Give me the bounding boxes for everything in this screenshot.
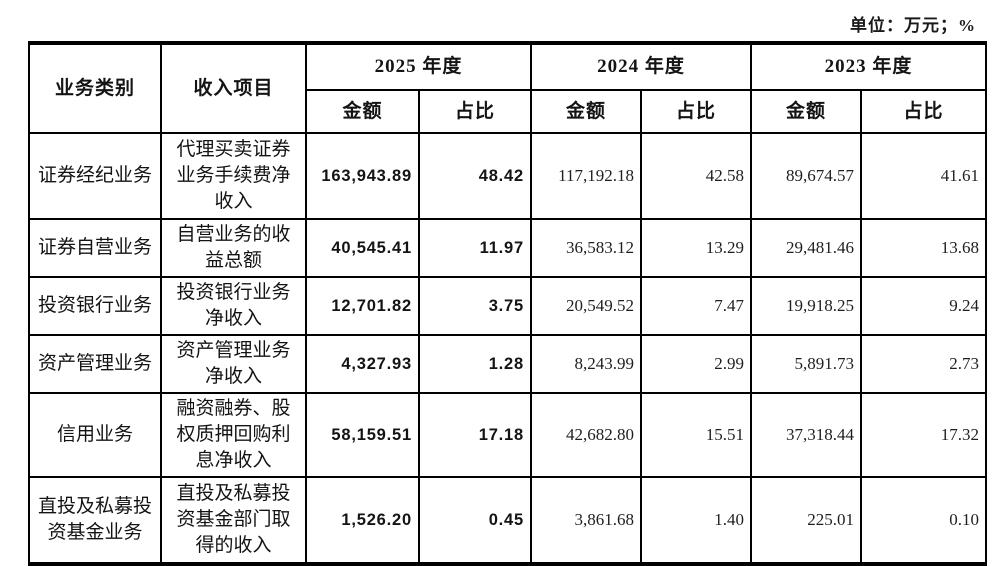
cell-2023-ratio: 13.68 [860, 218, 988, 278]
cell-2024-ratio: 7.47 [640, 276, 753, 336]
cell-2023-amount: 29,481.46 [750, 218, 863, 278]
table-row-proprietary: 证券自营业务 自营业务的收益总额 40,545.41 11.97 36,583.… [28, 218, 988, 278]
table-row-asset-management: 资产管理业务 资产管理业务净收入 4,327.93 1.28 8,243.99 … [28, 334, 988, 394]
cell-2023-amount: 19,918.25 [750, 276, 863, 336]
header-2025-amount: 金额 [305, 89, 420, 134]
cell-2025-amount: 1,526.20 [305, 476, 420, 565]
cell-business: 证券经纪业务 [28, 132, 162, 220]
cell-2025-amount: 4,327.93 [305, 334, 420, 394]
cell-income-item: 代理买卖证券业务手续费净收入 [160, 132, 307, 220]
cell-2024-ratio: 15.51 [640, 392, 753, 478]
cell-2024-ratio: 13.29 [640, 218, 753, 278]
cell-2025-ratio: 17.18 [417, 392, 533, 478]
cell-2024-ratio: 1.40 [640, 476, 753, 565]
cell-2023-ratio: 9.24 [860, 276, 988, 336]
unit-note: 单位：万元；% [850, 16, 976, 35]
cell-business: 证券自营业务 [28, 218, 162, 278]
cell-business: 投资银行业务 [28, 276, 162, 336]
cell-2025-ratio: 1.28 [417, 334, 533, 394]
cell-income-item: 自营业务的收益总额 [160, 218, 307, 278]
cell-income-item: 资产管理业务净收入 [160, 334, 307, 394]
cell-2023-ratio: 2.73 [860, 334, 988, 394]
cell-income-item: 投资银行业务净收入 [160, 276, 307, 336]
header-row-measures: 金额 占比 金额 占比 金额 占比 [29, 89, 988, 134]
cell-2023-ratio: 41.61 [860, 132, 988, 220]
cell-2025-amount: 40,545.41 [305, 218, 420, 278]
cell-2024-amount: 3,861.68 [530, 476, 643, 565]
header-year-2024: 2024 年度 [530, 42, 753, 91]
cell-2024-amount: 8,243.99 [530, 334, 643, 394]
header-2024-amount: 金额 [530, 89, 643, 134]
table-row-brokerage: 证券经纪业务 代理买卖证券业务手续费净收入 163,943.89 48.42 1… [28, 132, 988, 220]
cell-2024-amount: 42,682.80 [530, 392, 643, 478]
header-business-type: 业务类别 [28, 42, 162, 134]
cell-2025-amount: 58,159.51 [305, 392, 420, 478]
header-year-2025: 2025 年度 [304, 42, 533, 91]
cell-2025-ratio: 11.97 [417, 218, 533, 278]
cell-2023-amount: 225.01 [750, 476, 863, 565]
table-row-private-equity-funds: 直投及私募投资基金业务 直投及私募投资基金部门取得的收入 1,526.20 0.… [28, 476, 988, 565]
header-income-item: 收入项目 [160, 42, 307, 134]
header-year-2023: 2023 年度 [750, 42, 988, 91]
cell-2024-ratio: 2.99 [640, 334, 753, 394]
cell-business: 直投及私募投资基金业务 [28, 476, 162, 565]
cell-2023-amount: 89,674.57 [750, 132, 863, 220]
header-2023-amount: 金额 [750, 89, 863, 134]
cell-income-item: 直投及私募投资基金部门取得的收入 [160, 476, 307, 565]
cell-2025-amount: 12,701.82 [305, 276, 420, 336]
cell-2025-ratio: 3.75 [417, 276, 533, 336]
cell-2024-amount: 20,549.52 [530, 276, 643, 336]
cell-2025-amount: 163,943.89 [305, 132, 420, 220]
header-row-years: 业务类别 收入项目 2025 年度 2024 年度 2023 年度 [28, 42, 988, 134]
table-row-investment-banking: 投资银行业务 投资银行业务净收入 12,701.82 3.75 20,549.5… [28, 276, 988, 336]
table-row-credit: 信用业务 融资融券、股权质押回购利息净收入 58,159.51 17.18 42… [28, 392, 988, 478]
header-2025-ratio: 占比 [417, 89, 533, 134]
cell-2023-ratio: 0.10 [860, 476, 988, 565]
cell-business: 资产管理业务 [28, 334, 162, 394]
header-2023-ratio: 占比 [860, 89, 988, 134]
cell-2023-amount: 5,891.73 [750, 334, 863, 394]
cell-2024-amount: 36,583.12 [530, 218, 643, 278]
cell-2023-amount: 37,318.44 [750, 392, 863, 478]
cell-business: 信用业务 [28, 392, 162, 478]
cell-2025-ratio: 0.45 [417, 476, 533, 565]
cell-2024-amount: 117,192.18 [530, 132, 643, 220]
cell-2023-ratio: 17.32 [860, 392, 988, 478]
cell-income-item: 融资融券、股权质押回购利息净收入 [160, 392, 307, 478]
cell-2025-ratio: 48.42 [417, 132, 533, 220]
cell-2024-ratio: 42.58 [640, 132, 753, 220]
header-2024-ratio: 占比 [640, 89, 753, 134]
revenue-breakdown-table: 业务类别 收入项目 2025 年度 2024 年度 2023 年度 金额 占比 … [28, 41, 988, 566]
